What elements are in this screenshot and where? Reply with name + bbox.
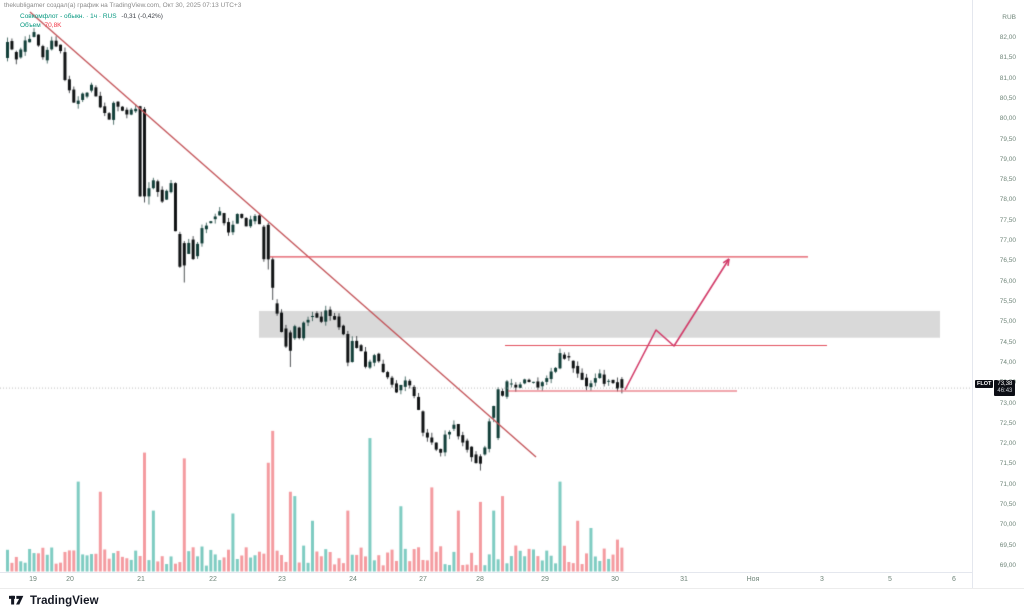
price-tick-label: 78,00 — [999, 196, 1016, 204]
price-tick-label: 74,00 — [999, 358, 1016, 366]
price-tick-label: 81,50 — [999, 54, 1016, 62]
price-change: -0,31 (-0,42%) — [121, 13, 163, 20]
tradingview-logo-icon — [9, 595, 24, 605]
price-tick-label: 80,00 — [999, 115, 1016, 123]
price-tick-label: 79,50 — [999, 135, 1016, 143]
time-tick-label: 6 — [952, 576, 956, 583]
symbol-title: Совкомфлот - обыкн. · 1ч · RUS — [20, 13, 117, 20]
price-tick-label: 72,50 — [999, 419, 1016, 427]
time-tick-label: 19 — [29, 576, 37, 583]
price-tick-label: 79,00 — [999, 155, 1016, 163]
price-tick-label: 69,50 — [999, 541, 1016, 549]
tradingview-logo-text: TradingView — [30, 594, 99, 607]
time-tick-label: 3 — [820, 576, 824, 583]
time-tick-label: 5 — [888, 576, 892, 583]
time-tick-label: 23 — [278, 576, 286, 583]
price-tick-label: 77,50 — [999, 216, 1016, 224]
last-price-value: 73,38 — [997, 381, 1013, 388]
time-tick-label: 24 — [349, 576, 357, 583]
price-axis-divider — [972, 0, 973, 588]
time-tick-label: 20 — [66, 576, 74, 583]
tradingview-logo[interactable]: TradingView — [9, 594, 99, 607]
price-tick-label: 78,50 — [999, 176, 1016, 184]
time-tick-label: 28 — [476, 576, 484, 583]
currency-unit-label: RUB — [1002, 14, 1016, 21]
price-tick-label: 73,00 — [999, 399, 1016, 407]
price-axis[interactable]: RUB 82,00 81,50 81,00 80,50 80,00 79,50 79,00 7… — [973, 0, 1024, 588]
volume-value: 70,8K — [44, 22, 62, 29]
price-tick-label: 71,00 — [999, 480, 1016, 488]
time-tick-label: 21 — [137, 576, 145, 583]
time-axis[interactable]: 19 20 21 22 23 24 27 28 29 30 31 Ноя 3 5 6 — [0, 574, 972, 588]
price-tick-label: 69,00 — [999, 561, 1016, 569]
time-tick-label: 31 — [680, 576, 688, 583]
last-price-label: FLOT 73,38 46:43 — [975, 380, 1016, 397]
chart-legend: Совкомфлот - обыкн. · 1ч · RUS -0,31 (-0… — [20, 12, 163, 30]
ticker-badge: FLOT — [975, 380, 994, 389]
price-tick-label: 70,00 — [999, 521, 1016, 529]
legend-symbol-row[interactable]: Совкомфлот - обыкн. · 1ч · RUS -0,31 (-0… — [20, 12, 163, 21]
price-tick-label: 81,00 — [999, 74, 1016, 82]
time-axis-divider — [0, 572, 972, 573]
chart-attribution: thekubligamer создал(а) график на Tradin… — [4, 2, 242, 9]
time-tick-label: Ноя — [746, 576, 760, 583]
price-tick-label: 75,00 — [999, 318, 1016, 326]
time-tick-label: 30 — [611, 576, 619, 583]
price-tick-label: 82,00 — [999, 34, 1016, 41]
price-tick-label: 77,00 — [999, 237, 1016, 245]
legend-volume-row[interactable]: Объем 70,8K — [20, 21, 163, 30]
price-tick-label: 80,50 — [999, 94, 1016, 102]
time-tick-label: 22 — [209, 576, 217, 583]
footer-divider — [0, 588, 1024, 589]
price-tick-label: 75,50 — [999, 297, 1016, 305]
price-tick-label: 71,50 — [999, 460, 1016, 468]
time-tick-label: 27 — [419, 576, 427, 583]
volume-label: Объем — [20, 22, 41, 29]
price-tick-label: 76,50 — [999, 257, 1016, 265]
price-tick-label: 70,50 — [999, 501, 1016, 509]
price-tick-label: 76,00 — [999, 277, 1016, 285]
time-tick-label: 29 — [541, 576, 549, 583]
price-tick-label: 74,50 — [999, 338, 1016, 346]
price-tick-label: 72,00 — [999, 440, 1016, 448]
bar-countdown: 46:43 — [997, 388, 1013, 395]
